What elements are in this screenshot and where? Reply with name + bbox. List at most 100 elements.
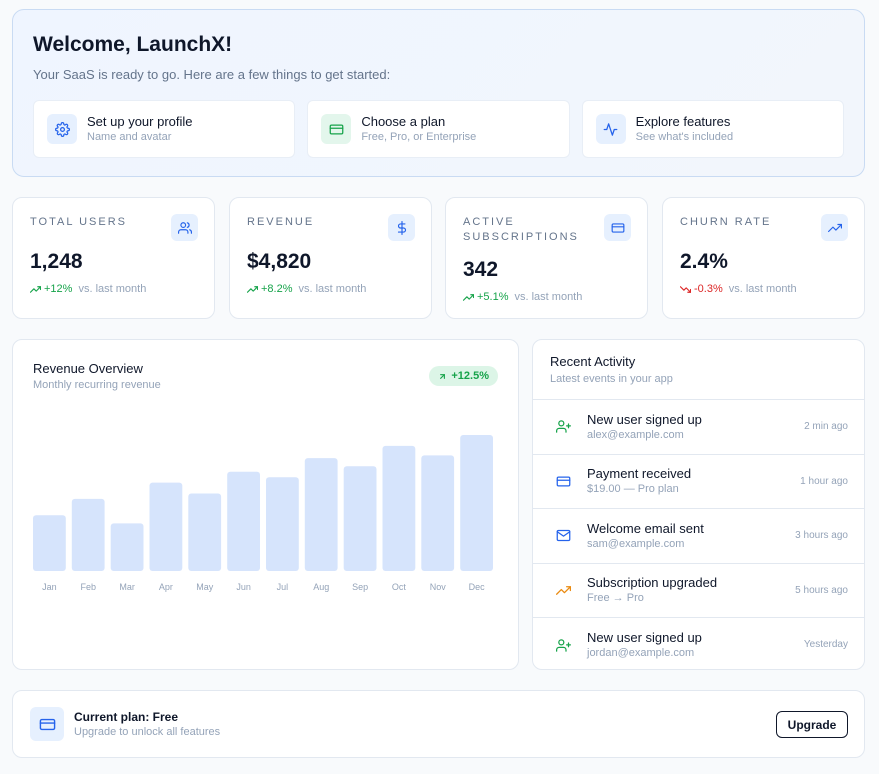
trend-up-icon: [30, 285, 41, 293]
growth-badge-value: +12.5%: [451, 370, 489, 382]
kpi-label: Active Subscriptions: [463, 216, 579, 243]
step-title: Set up your profile: [87, 114, 193, 129]
bar-oct[interactable]: [382, 445, 416, 571]
growth-badge: +12.5%: [429, 366, 498, 386]
kpi-churn-rate: Churn Rate 2.4% -0.3% vs. last month: [662, 197, 865, 319]
kpi-note: vs. last month: [728, 283, 797, 295]
current-plan-bar: Current plan: Free Upgrade to unlock all…: [12, 690, 865, 758]
activity-item[interactable]: Welcome email sent sam@example.com 3 hou…: [533, 509, 864, 564]
kpi-note: vs. last month: [298, 283, 367, 295]
bar-jun[interactable]: [227, 471, 260, 571]
user-plus-icon: [553, 417, 573, 437]
kpi-value: $4,820: [247, 250, 312, 273]
activity-icon: [595, 114, 626, 144]
bar-dec[interactable]: [460, 435, 493, 571]
kpi-delta: -0.3%: [694, 283, 723, 295]
kpi-trend: +5.1% vs. last month: [463, 291, 630, 303]
step-choose-plan[interactable]: Choose a plan Free, Pro, or Enterprise: [307, 100, 570, 158]
kpi-trend: -0.3% vs. last month: [680, 283, 847, 295]
revenue-overview-card: Revenue Overview Monthly recurring reven…: [12, 339, 519, 670]
kpi-value: 342: [463, 258, 499, 281]
credit-card-icon: [553, 471, 573, 491]
activity-item[interactable]: New user signed up alex@example.com 2 mi…: [533, 400, 864, 455]
revenue-bar-chart: Jan Feb Mar Apr May Jun Jul Aug Sep Oct Nov Dec: [33, 435, 493, 592]
step-title: Choose a plan: [361, 114, 446, 129]
kpi-delta: +12%: [44, 283, 73, 295]
kpi-delta: +5.1%: [477, 291, 509, 303]
bar-sep[interactable]: [343, 466, 377, 571]
activity-header: Recent Activity Latest events in your ap…: [533, 340, 864, 400]
step-setup-profile[interactable]: Set up your profile Name and avatar: [33, 100, 296, 158]
x-tick-label: Feb: [81, 582, 97, 592]
step-desc: Free, Pro, or Enterprise: [361, 131, 477, 143]
kpi-delta: +8.2%: [261, 283, 293, 295]
welcome-banner: Welcome, LaunchX! Your SaaS is ready to …: [12, 9, 865, 177]
credit-card-icon: [30, 707, 64, 741]
x-tick-label: Jul: [277, 582, 289, 592]
activity-main: Subscription upgraded: [587, 575, 718, 591]
activity-title: Recent Activity: [550, 354, 636, 369]
bar-nov[interactable]: [421, 455, 455, 571]
users-icon: [171, 214, 198, 241]
activity-main: Payment received: [587, 466, 692, 482]
kpi-note: vs. last month: [78, 283, 147, 295]
x-tick-label: Apr: [159, 582, 173, 592]
arrow-up-right-icon: [440, 373, 446, 379]
chart-title: Revenue Overview: [33, 361, 143, 376]
kpi-label: Revenue: [247, 216, 315, 228]
kpi-label: Total Users: [30, 216, 127, 228]
x-tick-label: May: [196, 582, 214, 592]
bar-may[interactable]: [188, 493, 222, 572]
activity-detail: sam@example.com: [587, 537, 685, 550]
x-tick-label: Jan: [42, 582, 57, 592]
kpi-value: 2.4%: [680, 250, 728, 273]
step-title: Explore features: [635, 114, 731, 129]
trend-down-icon: [680, 285, 691, 293]
kpi-revenue: Revenue $4,820 +8.2% vs. last month: [229, 197, 432, 319]
kpi-label: Churn Rate: [680, 216, 772, 228]
welcome-title: Welcome, LaunchX!: [33, 33, 233, 56]
mail-icon: [553, 526, 573, 546]
kpi-trend: +8.2% vs. last month: [247, 283, 414, 295]
activity-main: New user signed up: [587, 411, 702, 427]
activity-main: New user signed up: [587, 630, 702, 646]
activity-detail: jordan@example.com: [587, 647, 695, 660]
trending-up-icon: [553, 580, 573, 600]
step-desc: See what's included: [635, 131, 734, 143]
kpi-active-subscriptions: Active Subscriptions 342 +5.1% vs. last …: [445, 197, 648, 319]
x-tick-label: Sep: [352, 582, 368, 592]
activity-detail: $19.00 — Pro plan: [587, 483, 679, 496]
upgrade-button[interactable]: Upgrade: [776, 711, 848, 738]
trend-up-icon: [247, 285, 258, 293]
step-explore-features[interactable]: Explore features See what's included: [581, 100, 844, 158]
activity-item[interactable]: Payment received $19.00 — Pro plan 1 hou…: [533, 455, 864, 509]
activity-item[interactable]: New user signed up jordan@example.com Ye…: [533, 618, 864, 669]
gear-icon: [47, 114, 77, 144]
getting-started-steps: Set up your profile Name and avatar Choo…: [33, 100, 844, 158]
kpi-total-users: Total Users 1,248 +12% vs. last month: [12, 197, 215, 319]
bar-aug[interactable]: [304, 458, 338, 571]
activity-detail: Free → Pro: [587, 592, 644, 605]
bar-jul[interactable]: [266, 477, 299, 571]
bar-jan[interactable]: [33, 515, 66, 571]
plan-title: Current plan: Free: [74, 709, 179, 724]
bar-apr[interactable]: [149, 482, 183, 571]
activity-detail: alex@example.com: [587, 428, 684, 441]
bar-mar[interactable]: [110, 523, 144, 571]
x-tick-label: Aug: [313, 582, 329, 592]
recent-activity-card: Recent Activity Latest events in your ap…: [532, 339, 865, 670]
credit-card-icon: [604, 214, 631, 241]
chart-subtitle: Monthly recurring revenue: [33, 379, 161, 391]
trend-up-icon: [463, 293, 474, 301]
user-plus-icon: [553, 635, 573, 655]
activity-item[interactable]: Subscription upgraded Free → Pro 5 hours…: [533, 564, 864, 618]
x-tick-label: Jun: [236, 582, 251, 592]
kpi-trend: +12% vs. last month: [30, 283, 197, 295]
x-tick-label: Mar: [119, 582, 135, 592]
welcome-subtitle: Your SaaS is ready to go. Here are a few…: [33, 67, 391, 82]
kpi-value: 1,248: [30, 250, 83, 273]
credit-card-icon: [321, 114, 352, 144]
activity-subtitle: Latest events in your app: [550, 373, 673, 385]
bar-feb[interactable]: [71, 498, 105, 571]
x-tick-label: Dec: [469, 582, 486, 592]
